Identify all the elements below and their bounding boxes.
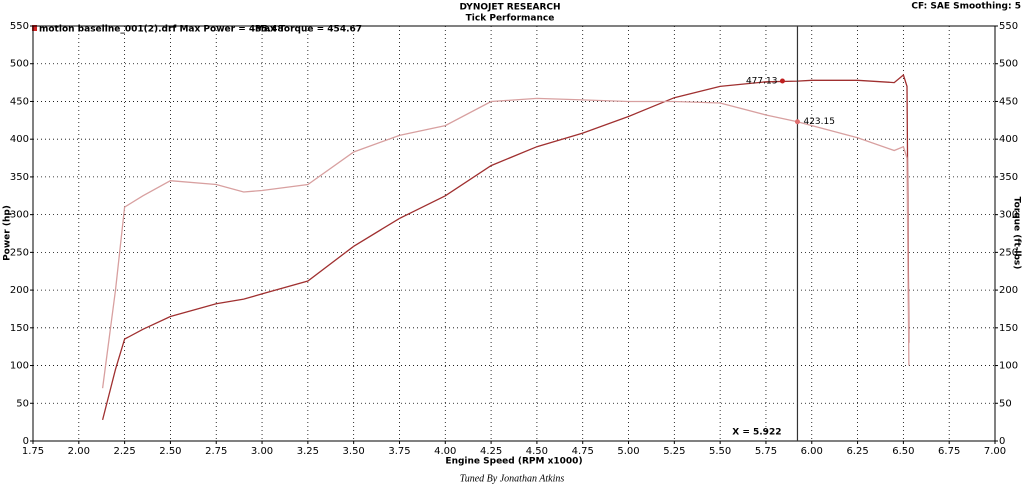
series-line [101, 73, 910, 421]
x-tick-label: 3.50 [343, 446, 365, 457]
y-tick-label: 50 [16, 398, 29, 409]
marker-label: 423.15 [803, 117, 835, 127]
x-tick-label: 1.75 [22, 446, 44, 457]
x-tick-label: 5.75 [755, 446, 777, 457]
y-axis-label: Power (hp) [3, 205, 13, 261]
x-tick-label: 5.25 [663, 446, 685, 457]
y2-tick-label: 0 [999, 436, 1005, 447]
y2-tick-label: 450 [999, 96, 1018, 107]
marker-label: 477.13 [746, 76, 778, 86]
marker [779, 78, 785, 84]
x-tick-label: 5.00 [617, 446, 639, 457]
x-tick-label: 6.50 [892, 446, 914, 457]
x-tick-label: 6.00 [801, 446, 823, 457]
y-tick-label: 250 [10, 247, 29, 258]
y-tick-label: 0 [23, 436, 29, 447]
y2-tick-label: 200 [999, 285, 1018, 296]
y2-tick-label: 100 [999, 361, 1018, 372]
x-tick-label: 4.25 [480, 446, 502, 457]
x-tick-label: 3.00 [251, 446, 273, 457]
x-tick-label: 4.00 [434, 446, 456, 457]
y2-tick-label: 300 [999, 210, 1018, 221]
x-tick-label: 4.75 [572, 446, 594, 457]
y2-tick-label: 250 [999, 247, 1018, 258]
y-tick-label: 450 [10, 96, 29, 107]
y2-tick-label: 550 [999, 21, 1018, 32]
y2-tick-label: 350 [999, 172, 1018, 183]
marker [794, 119, 800, 125]
settings-text: CF: SAE Smoothing: 5 [911, 2, 1021, 12]
x-axis-label: Engine Speed (RPM x1000) [445, 457, 582, 467]
y-tick-label: 150 [10, 323, 29, 334]
x-tick-label: 3.75 [388, 446, 410, 457]
x-tick-label: 2.50 [159, 446, 181, 457]
chart-title: DYNOJET RESEARCH [459, 3, 560, 13]
y2-axis-label: Torque (ft-lbs) [1012, 197, 1022, 270]
chart-subtitle: Tick Performance [466, 14, 555, 24]
y-tick-label: 300 [10, 210, 29, 221]
y-tick-label: 200 [10, 285, 29, 296]
y2-tick-label: 50 [999, 398, 1012, 409]
y-tick-label: 500 [10, 59, 29, 70]
x-tick-label: 2.00 [68, 446, 90, 457]
x-tick-label: 4.50 [526, 446, 548, 457]
x-tick-label: 2.25 [113, 446, 135, 457]
x-tick-label: 6.25 [846, 446, 868, 457]
plot-frame [32, 25, 996, 442]
x-tick-label: 5.50 [709, 446, 731, 457]
y2-tick-label: 500 [999, 59, 1018, 70]
y-tick-label: 550 [10, 21, 29, 32]
x-tick-label: 7.00 [984, 446, 1006, 457]
cursor-label: X = 5.922 [732, 428, 781, 438]
y-tick-label: 350 [10, 172, 29, 183]
legend-power: motion baseline_001(2).drf Max Power = 4… [39, 25, 284, 35]
y-tick-label: 100 [10, 361, 29, 372]
x-tick-label: 3.25 [297, 446, 319, 457]
footer: Tuned By Jonathan Atkins [460, 473, 565, 484]
x-tick-label: 6.75 [938, 446, 960, 457]
legend-torque: Max Torque = 454.67 [255, 25, 362, 35]
series-line [101, 97, 910, 389]
y2-tick-label: 150 [999, 323, 1018, 334]
y-tick-label: 400 [10, 134, 29, 145]
y2-tick-label: 400 [999, 134, 1018, 145]
x-tick-label: 2.75 [205, 446, 227, 457]
legend-swatch [32, 25, 37, 31]
